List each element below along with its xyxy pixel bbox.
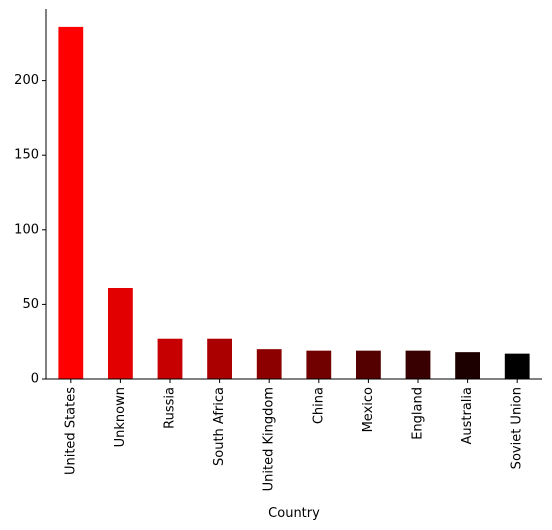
x-tick-label: Russia [163, 387, 178, 429]
x-tick-label: South Africa [212, 387, 227, 466]
x-axis-ticks: United States Unknown Russia South Africa Un… [63, 379, 525, 491]
x-tick-label: Mexico [361, 387, 376, 432]
x-tick-label: Soviet Union [510, 387, 525, 469]
y-tick-label: 50 [22, 297, 39, 312]
bar [405, 350, 431, 379]
y-tick-label: 0 [31, 372, 39, 387]
x-tick-label: England [411, 387, 426, 440]
bar [455, 352, 480, 379]
bar [157, 338, 183, 379]
bar [58, 26, 84, 380]
bar [108, 287, 133, 379]
x-tick-label: Unknown [113, 387, 128, 447]
x-axis-label: Country [268, 506, 320, 521]
bar [356, 350, 381, 379]
x-tick-label: United Kingdom [262, 387, 277, 491]
bar [207, 338, 232, 379]
x-tick-label: Australia [460, 387, 475, 445]
y-tick-label: 100 [14, 222, 39, 237]
bars-group [58, 26, 530, 380]
bar [256, 349, 282, 379]
bar [306, 350, 332, 379]
x-tick-label: United States [63, 387, 78, 475]
y-axis-ticks: 0 50 100 150 200 [14, 73, 46, 387]
bar [504, 353, 530, 379]
y-tick-label: 150 [14, 148, 39, 163]
x-tick-label: China [311, 387, 326, 424]
y-tick-label: 200 [14, 73, 39, 88]
